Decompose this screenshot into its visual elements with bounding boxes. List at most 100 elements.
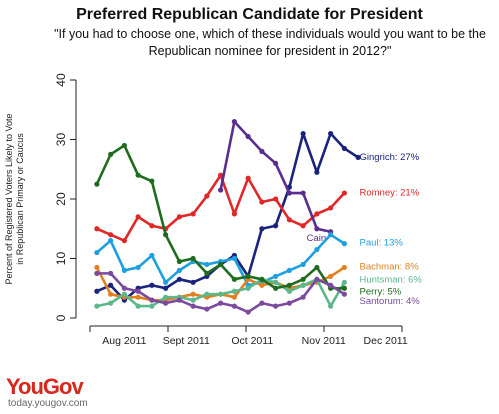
data-point xyxy=(286,217,292,223)
data-point xyxy=(314,226,320,232)
series-label: Cain xyxy=(307,233,327,244)
data-point xyxy=(163,232,169,238)
data-point xyxy=(218,291,224,297)
data-point xyxy=(341,285,347,291)
data-point xyxy=(273,273,279,279)
data-point xyxy=(355,154,361,160)
data-point xyxy=(314,211,320,217)
data-point xyxy=(259,199,265,205)
y-tick-label: 10 xyxy=(54,252,68,266)
data-point xyxy=(231,276,237,282)
data-point xyxy=(135,214,141,220)
data-point xyxy=(135,172,141,178)
data-point xyxy=(286,267,292,273)
data-point xyxy=(300,130,306,137)
series-label: Bachman: 8% xyxy=(360,261,420,272)
data-point xyxy=(176,297,182,303)
data-point xyxy=(328,130,334,137)
data-point xyxy=(204,306,210,312)
data-point xyxy=(94,249,100,256)
data-point xyxy=(149,178,155,184)
chart-title: Preferred Republican Candidate for Presi… xyxy=(76,6,423,23)
data-point xyxy=(135,294,141,300)
data-point xyxy=(218,187,224,193)
series-label: Romney: 21% xyxy=(360,188,420,199)
data-point xyxy=(273,285,279,291)
data-point xyxy=(286,300,292,306)
data-point xyxy=(314,169,320,175)
data-point xyxy=(286,288,292,294)
data-point xyxy=(259,226,265,232)
data-point xyxy=(94,264,100,271)
data-point xyxy=(190,255,196,262)
data-point xyxy=(245,273,251,279)
data-point xyxy=(94,303,100,309)
y-tick-label: 40 xyxy=(54,73,68,87)
series-label: Santorum: 4% xyxy=(360,296,421,307)
data-point xyxy=(231,211,237,217)
data-point xyxy=(341,279,347,285)
data-point xyxy=(108,291,114,297)
data-point xyxy=(121,267,127,273)
data-point xyxy=(273,303,279,309)
series-label: Paul: 13% xyxy=(360,238,404,249)
data-point xyxy=(94,270,100,276)
data-point xyxy=(108,270,114,276)
series-label: Huntsman: 6% xyxy=(360,274,423,285)
data-point xyxy=(218,300,224,306)
data-point xyxy=(94,181,100,187)
x-tick-label: Sept 2011 xyxy=(163,335,210,347)
data-point xyxy=(245,285,251,291)
data-point xyxy=(300,223,306,229)
data-point xyxy=(190,303,196,309)
data-point xyxy=(218,261,224,268)
data-point xyxy=(300,282,306,288)
data-point xyxy=(190,291,196,297)
data-point xyxy=(231,255,237,262)
data-point xyxy=(190,297,196,303)
data-point xyxy=(300,294,306,300)
data-point xyxy=(245,175,251,181)
data-point xyxy=(121,291,127,297)
series-label: Gingrich: 27% xyxy=(360,152,420,163)
data-point xyxy=(163,279,169,285)
data-point xyxy=(314,264,320,271)
data-point xyxy=(341,264,347,271)
data-point xyxy=(176,267,182,273)
data-point xyxy=(341,241,347,247)
data-point xyxy=(245,309,251,315)
data-point xyxy=(273,196,279,202)
data-point xyxy=(108,238,114,244)
data-point xyxy=(259,148,265,154)
x-tick-label: Nov 2011 xyxy=(302,335,346,347)
data-point xyxy=(300,276,306,282)
data-point xyxy=(341,190,347,196)
data-point xyxy=(286,190,292,196)
x-tick-label: Oct 2011 xyxy=(231,335,273,347)
data-point xyxy=(135,303,141,309)
data-point xyxy=(273,160,279,166)
data-point xyxy=(341,291,347,297)
data-point xyxy=(204,270,210,276)
y-tick-label: 30 xyxy=(54,133,68,147)
data-point xyxy=(108,232,114,238)
data-point xyxy=(163,285,169,291)
data-point xyxy=(149,303,155,309)
x-tick-label: Dec 2011 xyxy=(364,335,408,347)
series-label: Perry: 5% xyxy=(360,286,402,297)
data-point xyxy=(328,205,334,211)
data-point xyxy=(218,172,224,178)
data-point xyxy=(245,133,251,140)
data-point xyxy=(231,294,237,300)
yougov-logo: YouGov xyxy=(6,374,84,399)
data-point xyxy=(328,303,334,309)
data-point xyxy=(135,288,141,294)
data-point xyxy=(328,282,334,288)
data-point xyxy=(149,282,155,288)
data-point xyxy=(328,232,334,238)
data-point xyxy=(149,297,155,303)
data-point xyxy=(300,190,306,196)
chart-subtitle: "If you had to choose one, which of thes… xyxy=(54,27,486,58)
data-point xyxy=(259,276,265,282)
